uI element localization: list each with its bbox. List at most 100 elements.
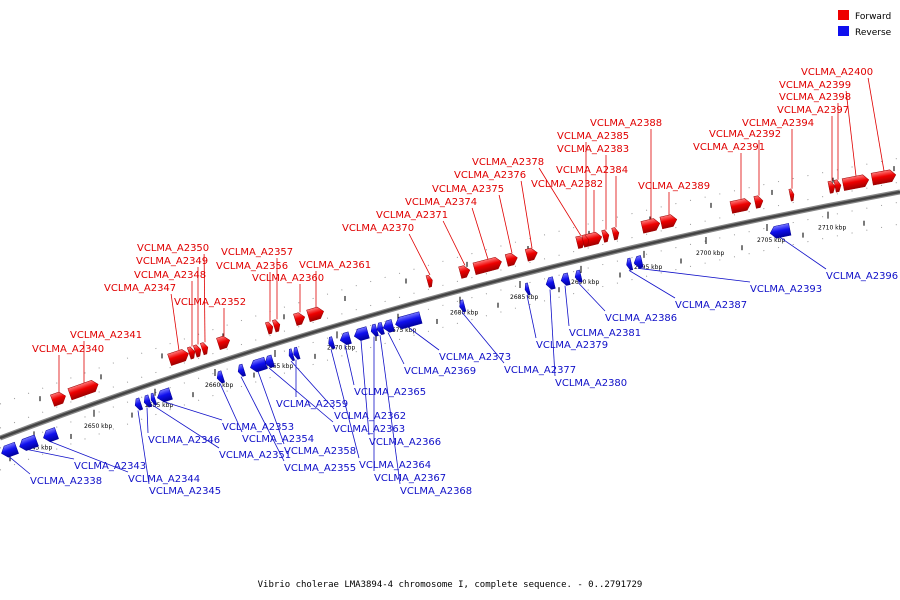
- gene-vclma-a2341[interactable]: [67, 379, 100, 401]
- gene-vclma-a2379[interactable]: [524, 282, 531, 296]
- gene-arrow[interactable]: [192, 344, 202, 358]
- gene-arrow[interactable]: [41, 427, 59, 443]
- gene-label[interactable]: VCLMA_A2380: [555, 378, 627, 389]
- gene-arrow[interactable]: [524, 247, 539, 262]
- gene-vclma-a2356[interactable]: [265, 321, 274, 335]
- gene-vclma-a2350[interactable]: [199, 342, 209, 356]
- gene-vclma-a2359[interactable]: [292, 346, 301, 360]
- gene-arrow[interactable]: [425, 274, 434, 288]
- gene-arrow[interactable]: [292, 346, 301, 360]
- gene-vclma-a2399[interactable]: [841, 174, 870, 191]
- gene-label[interactable]: VCLMA_A2396: [826, 271, 898, 282]
- gene-label[interactable]: VCLMA_A2382: [531, 179, 603, 190]
- gene-label[interactable]: VCLMA_A2351: [219, 450, 291, 461]
- gene-vclma-a2351[interactable]: [149, 392, 158, 406]
- gene-label[interactable]: VCLMA_A2400: [801, 67, 873, 78]
- gene-arrow[interactable]: [215, 370, 226, 384]
- gene-vclma-a2384[interactable]: [611, 227, 621, 241]
- gene-label[interactable]: VCLMA_A2393: [750, 284, 822, 295]
- gene-vclma-a2347[interactable]: [167, 348, 191, 366]
- gene-label[interactable]: VCLMA_A2394: [742, 118, 814, 129]
- gene-vclma-a2381[interactable]: [560, 272, 571, 287]
- gene-vclma-a2340[interactable]: [50, 390, 67, 407]
- gene-vclma-a2363[interactable]: [263, 354, 275, 369]
- gene-label[interactable]: VCLMA_A2344: [128, 474, 200, 485]
- gene-vclma-a2388[interactable]: [640, 217, 661, 234]
- gene-vclma-a2396[interactable]: [769, 223, 792, 239]
- gene-arrow[interactable]: [769, 223, 792, 239]
- gene-vclma-a2393[interactable]: [633, 255, 644, 269]
- gene-arrow[interactable]: [574, 269, 583, 283]
- gene-arrow[interactable]: [50, 390, 67, 407]
- gene-arrow[interactable]: [339, 331, 352, 346]
- gene-arrow[interactable]: [458, 299, 467, 313]
- gene-label[interactable]: VCLMA_A2375: [432, 184, 504, 195]
- gene-vclma-a2370[interactable]: [425, 274, 434, 288]
- gene-label[interactable]: VCLMA_A2371: [376, 210, 448, 221]
- gene-vclma-a2385[interactable]: [581, 234, 591, 248]
- gene-arrow[interactable]: [167, 348, 191, 366]
- gene-label[interactable]: VCLMA_A2364: [359, 460, 431, 471]
- gene-label[interactable]: VCLMA_A2377: [504, 365, 576, 376]
- gene-arrow[interactable]: [17, 434, 39, 452]
- gene-vclma-a2380[interactable]: [545, 276, 556, 291]
- gene-label[interactable]: VCLMA_A2360: [252, 273, 324, 284]
- gene-label[interactable]: VCLMA_A2392: [709, 129, 781, 140]
- gene-label[interactable]: VCLMA_A2386: [605, 313, 677, 324]
- gene-arrow[interactable]: [472, 256, 503, 275]
- gene-arrow[interactable]: [560, 272, 571, 287]
- gene-vclma-a2355[interactable]: [236, 363, 246, 377]
- gene-vclma-a2344[interactable]: [41, 427, 59, 443]
- gene-arrow[interactable]: [155, 387, 173, 404]
- gene-arrow[interactable]: [870, 169, 897, 186]
- gene-vclma-a2361[interactable]: [306, 306, 326, 322]
- gene-label[interactable]: VCLMA_A2376: [454, 170, 526, 181]
- gene-arrow[interactable]: [841, 174, 870, 191]
- gene-label[interactable]: VCLMA_A2348: [134, 270, 206, 281]
- gene-vclma-a2348[interactable]: [186, 346, 196, 360]
- gene-vclma-a2387[interactable]: [625, 257, 634, 271]
- gene-vclma-a2383[interactable]: [601, 229, 611, 243]
- gene-vclma-a2392[interactable]: [753, 195, 764, 209]
- gene-label[interactable]: VCLMA_A2398: [779, 92, 851, 103]
- gene-label[interactable]: VCLMA_A2373: [439, 352, 511, 363]
- gene-vclma-a2369[interactable]: [382, 319, 395, 333]
- gene-vclma-a2360[interactable]: [293, 311, 306, 326]
- gene-vclma-a2364[interactable]: [327, 336, 336, 350]
- gene-label[interactable]: VCLMA_A2346: [148, 435, 220, 446]
- gene-arrow[interactable]: [216, 335, 231, 350]
- gene-label[interactable]: VCLMA_A2374: [405, 197, 477, 208]
- gene-label[interactable]: VCLMA_A2363: [333, 424, 405, 435]
- gene-arrow[interactable]: [729, 197, 752, 214]
- gene-arrow[interactable]: [545, 276, 556, 291]
- gene-arrow[interactable]: [458, 264, 472, 279]
- gene-vclma-a2353[interactable]: [155, 387, 173, 404]
- gene-arrow[interactable]: [601, 229, 611, 243]
- gene-vclma-a2338[interactable]: [0, 441, 19, 459]
- gene-arrow[interactable]: [753, 195, 764, 209]
- gene-vclma-a2343[interactable]: [17, 434, 39, 452]
- gene-arrow[interactable]: [788, 188, 795, 202]
- gene-label[interactable]: VCLMA_A2345: [149, 486, 221, 497]
- gene-label[interactable]: VCLMA_A2356: [216, 261, 288, 272]
- gene-label[interactable]: VCLMA_A2347: [104, 283, 176, 294]
- gene-arrow[interactable]: [633, 255, 644, 269]
- gene-label[interactable]: VCLMA_A2389: [638, 181, 710, 192]
- gene-label[interactable]: VCLMA_A2387: [675, 300, 747, 311]
- gene-arrow[interactable]: [375, 321, 385, 335]
- gene-label[interactable]: VCLMA_A2338: [30, 476, 102, 487]
- gene-vclma-a2345[interactable]: [133, 397, 144, 411]
- gene-vclma-a2397[interactable]: [827, 180, 836, 194]
- gene-label[interactable]: VCLMA_A2341: [70, 330, 142, 341]
- gene-arrow[interactable]: [640, 217, 661, 234]
- gene-arrow[interactable]: [236, 363, 246, 377]
- gene-label[interactable]: VCLMA_A2378: [472, 157, 544, 168]
- gene-vclma-a2366[interactable]: [353, 326, 370, 342]
- gene-arrow[interactable]: [142, 394, 153, 408]
- gene-arrow[interactable]: [133, 397, 144, 411]
- gene-vclma-a2354[interactable]: [215, 370, 226, 384]
- gene-arrow[interactable]: [149, 392, 158, 406]
- gene-arrow[interactable]: [306, 306, 326, 322]
- gene-label[interactable]: VCLMA_A2399: [779, 80, 851, 91]
- gene-vclma-a2375[interactable]: [504, 252, 519, 267]
